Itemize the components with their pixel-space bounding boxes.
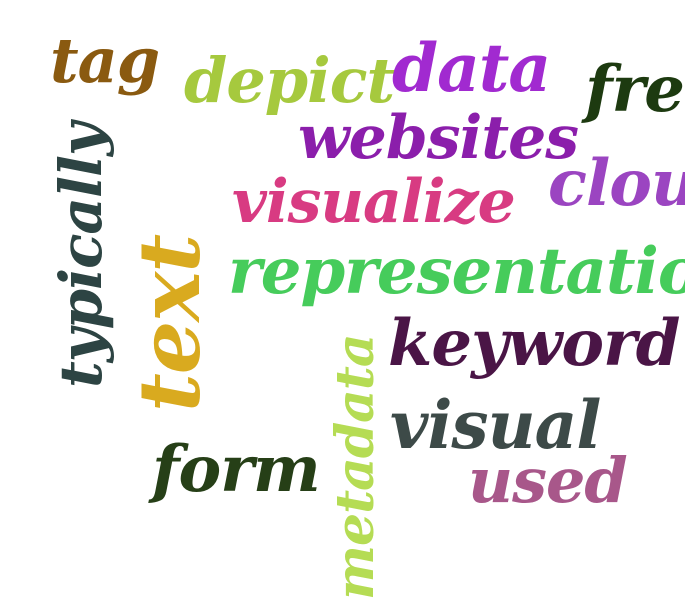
word-form: form bbox=[152, 432, 321, 507]
word-depict: depict bbox=[184, 44, 395, 117]
word-used: used bbox=[468, 444, 628, 517]
word-free: free bbox=[585, 52, 685, 127]
word-websites: websites bbox=[298, 103, 579, 173]
word-cloud-term: cloud bbox=[548, 146, 685, 221]
word-text: text bbox=[120, 234, 219, 412]
word-data: data bbox=[392, 29, 551, 107]
word-metadata: metadata bbox=[325, 334, 386, 600]
word-visual: visual bbox=[390, 386, 601, 464]
word-keyword: keyword bbox=[388, 306, 680, 381]
word-typically: typically bbox=[47, 123, 115, 388]
word-visualize: visualize bbox=[232, 167, 516, 237]
word-tag: tag bbox=[50, 24, 160, 97]
word-representation: representation bbox=[228, 234, 685, 309]
